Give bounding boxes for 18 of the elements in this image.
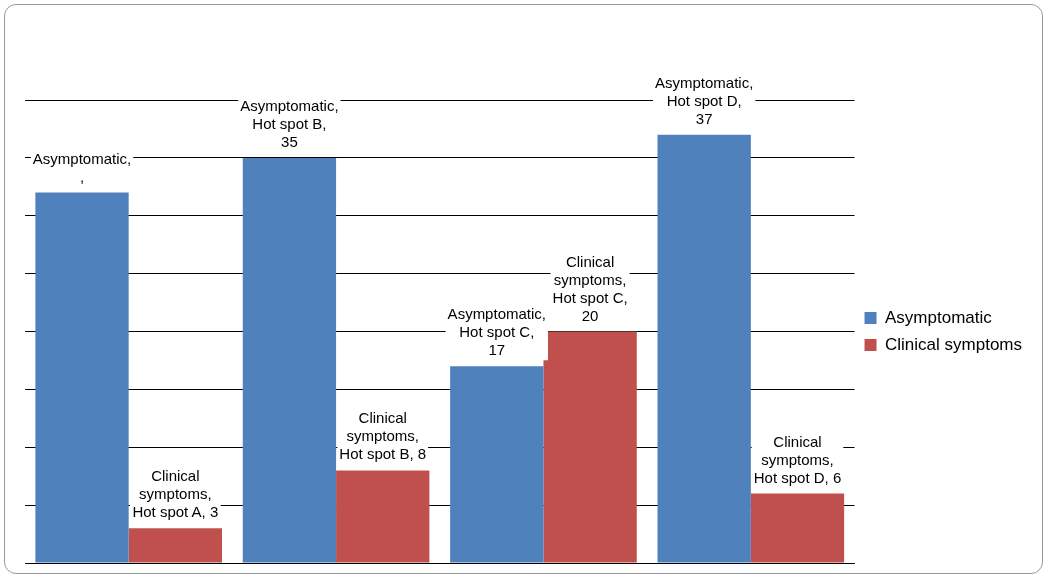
legend-label: Asymptomatic	[885, 307, 993, 327]
bar	[450, 366, 544, 563]
data-label: Asymptomatic, ,	[32, 149, 132, 185]
bar	[35, 192, 129, 563]
bar	[336, 470, 430, 563]
data-label: Clinical symptoms, Hot spot B, 8	[339, 409, 427, 463]
data-label: Clinical symptoms, Hot spot D, 6	[753, 432, 842, 486]
data-label: Asymptomatic, Hot spot B, 35	[240, 96, 339, 150]
bar	[657, 134, 751, 563]
bar	[543, 331, 637, 563]
legend-label: Clinical symptoms	[885, 334, 1023, 354]
data-label: Asymptomatic, Hot spot D, 37	[655, 73, 754, 127]
data-label: Asymptomatic, Hot spot C, 17	[447, 305, 546, 359]
bar	[242, 157, 337, 563]
data-label: Clinical symptoms, Hot spot A, 3	[132, 467, 219, 521]
data-label: Clinical symptoms, Hot spot C, 20	[552, 252, 628, 324]
bar	[750, 493, 845, 563]
bar	[128, 528, 223, 563]
